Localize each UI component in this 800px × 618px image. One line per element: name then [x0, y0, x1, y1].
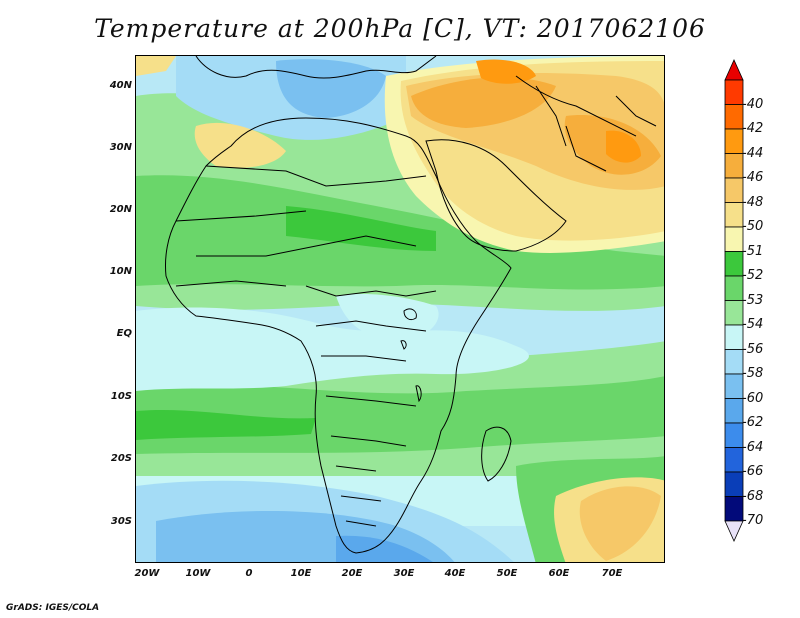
grads-credit: GrADS: IGES/COLA — [6, 603, 100, 613]
field-hot-iran — [606, 130, 641, 163]
lon-label-0: 0 — [245, 568, 253, 579]
colorbar-swatch — [724, 251, 744, 277]
lon-label-50e: 50E — [496, 568, 518, 579]
lon-label-20e: 20E — [341, 568, 363, 579]
africa-coastline — [165, 117, 512, 554]
lakes — [400, 308, 422, 403]
map-panel — [135, 55, 665, 563]
colorbar-label: -58 — [742, 366, 764, 381]
temperature-map — [136, 56, 664, 562]
lon-label-20w: 20W — [134, 568, 160, 579]
lon-label-30e: 30E — [393, 568, 415, 579]
lon-label-70e: 70E — [601, 568, 623, 579]
lat-label-eq: EQ — [116, 328, 132, 339]
lon-label-60e: 60E — [548, 568, 570, 579]
colorbar-swatch — [724, 202, 744, 228]
colorbar-swatch — [724, 300, 744, 326]
field-cyan-equator — [136, 307, 529, 391]
arabia-outline — [425, 139, 567, 252]
colorbar-label: -66 — [742, 464, 764, 479]
colorbar-label: -56 — [742, 341, 764, 357]
colorbar-label: -64 — [742, 439, 764, 455]
colorbar-swatch — [724, 422, 744, 448]
colorbar-label: -53 — [742, 292, 764, 308]
field-blue-mediterranean-2 — [276, 59, 386, 118]
colorbar-label: -40 — [742, 96, 764, 112]
lon-label-40e: 40E — [444, 568, 466, 579]
lat-label-20s: 20S — [110, 453, 132, 464]
colorbar-swatch — [724, 496, 744, 522]
lat-label-40n: 40N — [109, 80, 132, 91]
colorbar-label: -44 — [742, 145, 764, 161]
colorbar-label: -60 — [742, 390, 764, 406]
lon-label-10w: 10W — [185, 568, 211, 579]
colorbar-label: -42 — [742, 121, 764, 136]
colorbar-swatch — [724, 177, 744, 203]
colorbar-swatch — [724, 128, 744, 154]
asia-borders — [515, 75, 657, 172]
field-orange-southeast — [579, 486, 661, 561]
colorbar-label: -52 — [742, 268, 764, 283]
colorbar-label: -62 — [742, 415, 764, 430]
colorbar-swatch — [724, 447, 744, 473]
colorbar-swatch — [724, 153, 744, 179]
field-green-north-deep — [286, 206, 436, 251]
lat-label-20n: 20N — [109, 204, 132, 215]
colorbar — [724, 59, 744, 542]
colorbar-label: -68 — [742, 488, 764, 504]
colorbar-under-triangle — [724, 520, 744, 542]
field-deeporange-arabia — [411, 77, 556, 128]
colorbar-swatch — [724, 373, 744, 399]
field-yellow-nw-corner — [136, 56, 176, 76]
colorbar-label: -48 — [742, 194, 764, 210]
colorbar-swatch — [724, 398, 744, 424]
lat-label-10s: 10S — [110, 391, 132, 402]
field-yellow-northwest — [194, 122, 286, 168]
colorbar-swatch — [724, 349, 744, 375]
map-title: Temperature at 200hPa [C], VT: 201706210… — [94, 14, 706, 43]
colorbar-swatch — [724, 226, 744, 252]
colorbar-label: -54 — [742, 317, 764, 332]
lat-label-30s: 30S — [110, 516, 132, 527]
colorbar-swatch — [724, 104, 744, 130]
lat-label-10n: 10N — [109, 266, 132, 277]
field-green-south-deep — [136, 409, 316, 440]
colorbar-label: -70 — [742, 513, 764, 528]
africa-borders — [175, 165, 437, 527]
colorbar-swatch — [724, 471, 744, 497]
field-blue-south-3 — [336, 535, 433, 562]
lat-label-30n: 30N — [109, 142, 132, 153]
lon-label-10e: 10E — [290, 568, 312, 579]
colorbar-over-triangle — [724, 59, 744, 81]
europe-coast — [195, 56, 437, 79]
colorbar-swatch — [724, 79, 744, 105]
colorbar-label: -50 — [742, 219, 764, 234]
colorbar-label: -51 — [742, 243, 764, 259]
madagascar-outline — [481, 426, 512, 482]
field-hot-anatolia — [476, 59, 536, 84]
colorbar-swatch — [724, 324, 744, 350]
colorbar-swatch — [724, 275, 744, 301]
colorbar-label: -46 — [742, 170, 764, 185]
